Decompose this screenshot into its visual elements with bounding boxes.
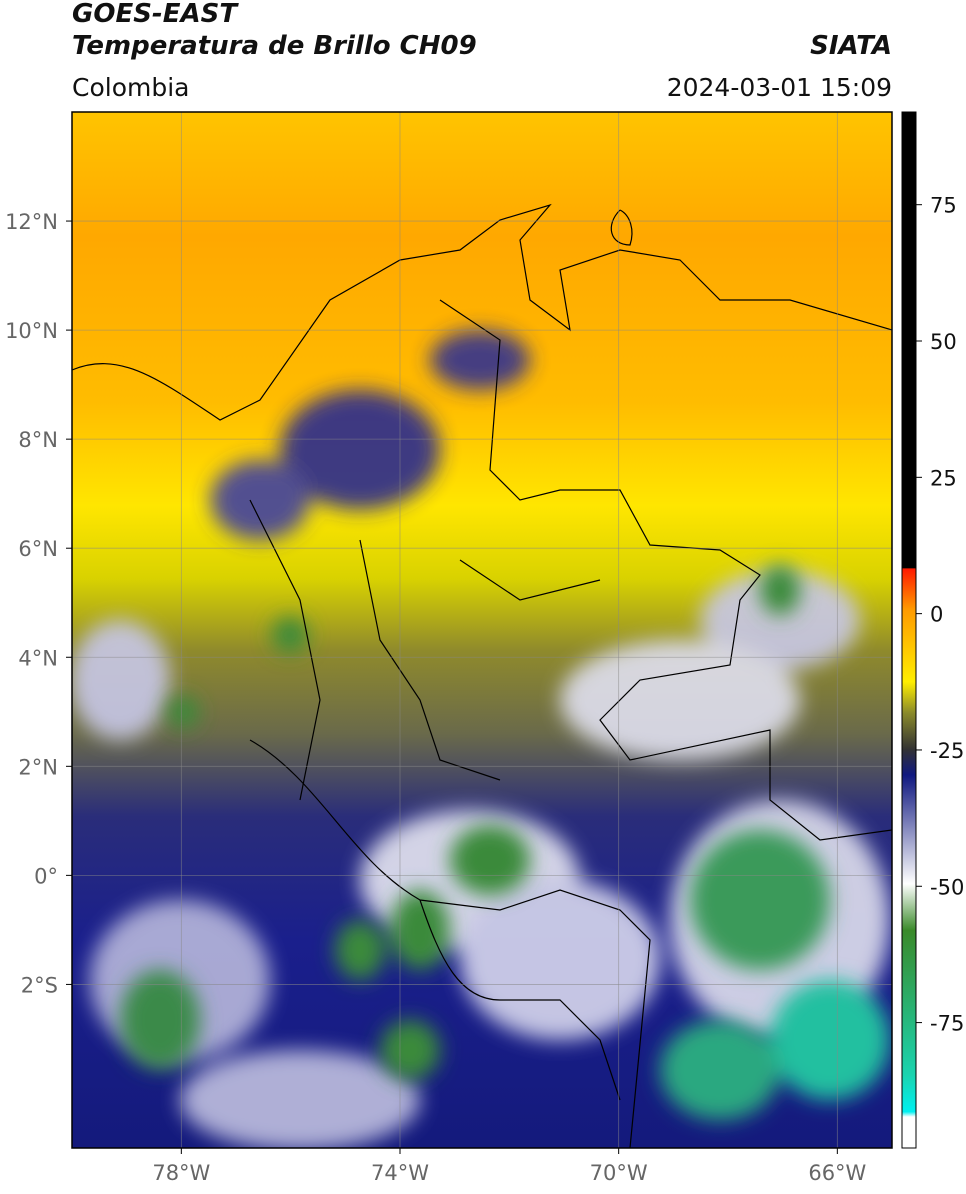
timestamp: 2024-03-01 15:09 (667, 73, 892, 102)
colorbar-tick-label: -50 (930, 875, 964, 899)
colorbar-tick-label: -75 (930, 1012, 964, 1036)
y-tick-label: 12°N (5, 210, 58, 234)
colorbar-tick-label: 50 (930, 330, 957, 354)
region: Colombia (72, 73, 189, 102)
y-tick-label: 4°N (18, 646, 58, 670)
y-tick-label: 2°S (21, 973, 58, 997)
y-tick-label: 0° (34, 864, 58, 888)
y-tick-label: 10°N (5, 319, 58, 343)
colorbar-tick-label: -25 (930, 739, 964, 763)
colorbar-tick-label: 25 (930, 466, 957, 490)
colorbar-tick-label: 75 (930, 194, 957, 218)
satellite-image (72, 112, 892, 1148)
colorbar-tick-label: 0 (930, 603, 943, 627)
grid (72, 112, 892, 1148)
y-tick-label: 6°N (18, 537, 58, 561)
y-tick-label: 2°N (18, 755, 58, 779)
y-tick-label: 8°N (18, 428, 58, 452)
colorbar (901, 111, 917, 1149)
x-tick-label: 66°W (808, 1161, 866, 1185)
x-tick-label: 78°W (152, 1161, 210, 1185)
x-tick-label: 74°W (371, 1161, 429, 1185)
title: GOES-EAST (72, 0, 239, 29)
map-frame (71, 111, 893, 1149)
source: SIATA (810, 31, 892, 61)
subtitle: Temperatura de Brillo CH09 (72, 31, 477, 61)
x-tick-label: 70°W (590, 1161, 648, 1185)
